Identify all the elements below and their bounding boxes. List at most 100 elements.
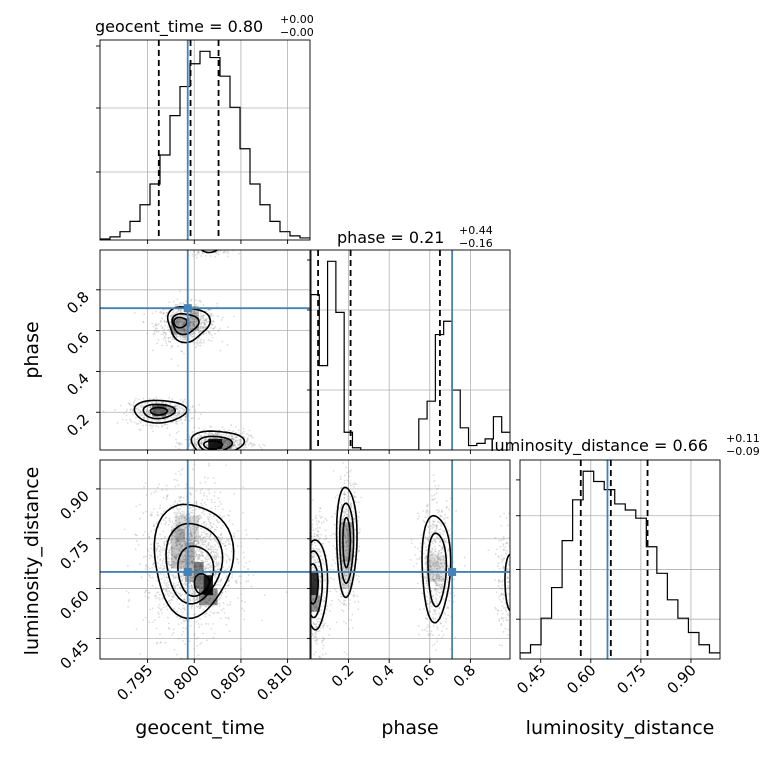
scatter-point bbox=[195, 598, 198, 601]
scatter-point bbox=[312, 598, 315, 601]
scatter-point bbox=[430, 553, 432, 556]
scatter-point bbox=[183, 599, 186, 602]
scatter-point bbox=[229, 441, 232, 444]
scatter-point bbox=[177, 323, 179, 326]
scatter-point bbox=[151, 402, 154, 404]
scatter-point bbox=[307, 584, 309, 586]
scatter-point bbox=[314, 517, 317, 519]
scatter-point bbox=[431, 568, 433, 570]
scatter-point bbox=[195, 554, 198, 557]
scatter-point bbox=[177, 413, 179, 415]
scatter-point bbox=[188, 620, 191, 623]
scatter-point bbox=[343, 510, 346, 513]
scatter-point bbox=[163, 331, 166, 334]
scatter-point bbox=[347, 535, 350, 538]
scatter-point bbox=[203, 321, 206, 324]
scatter-point bbox=[238, 439, 241, 442]
scatter-point bbox=[440, 630, 443, 633]
scatter-point bbox=[323, 563, 326, 566]
scatter-point bbox=[227, 514, 230, 517]
scatter-point bbox=[191, 560, 194, 563]
scatter-point bbox=[188, 563, 191, 566]
scatter-point bbox=[188, 442, 191, 445]
scatter-point bbox=[172, 409, 175, 412]
scatter-point bbox=[212, 321, 215, 323]
scatter-point bbox=[233, 315, 235, 318]
scatter-point bbox=[177, 321, 180, 324]
scatter-point bbox=[339, 506, 342, 509]
scatter-point bbox=[173, 553, 176, 556]
scatter-point bbox=[202, 554, 205, 557]
scatter-point bbox=[177, 484, 180, 486]
scatter-point bbox=[179, 290, 182, 292]
scatter-point bbox=[142, 416, 145, 419]
scatter-point bbox=[184, 328, 187, 331]
scatter-point bbox=[337, 598, 340, 601]
scatter-point bbox=[199, 544, 202, 547]
scatter-point bbox=[232, 440, 235, 442]
scatter-point bbox=[430, 551, 433, 554]
scatter-point bbox=[159, 564, 162, 567]
scatter-point bbox=[220, 532, 223, 535]
scatter-point bbox=[198, 626, 201, 628]
scatter-point bbox=[225, 623, 228, 626]
scatter-point bbox=[175, 441, 178, 444]
scatter-point bbox=[182, 409, 185, 412]
scatter-point bbox=[161, 344, 163, 347]
scatter-point bbox=[195, 443, 198, 446]
contour-phase-vs-time bbox=[133, 399, 188, 424]
panel-frame-s20 bbox=[99, 459, 311, 660]
scatter-point bbox=[188, 532, 191, 535]
scatter-point bbox=[197, 536, 200, 538]
scatter-point bbox=[348, 514, 351, 517]
scatter-point bbox=[180, 413, 183, 416]
scatter-point bbox=[178, 443, 181, 445]
scatter-point bbox=[234, 426, 237, 428]
scatter-point bbox=[173, 648, 176, 651]
scatter-point bbox=[165, 540, 168, 543]
scatter-point bbox=[212, 555, 214, 558]
scatter-point bbox=[201, 551, 204, 554]
scatter-point bbox=[342, 566, 345, 569]
scatter-point bbox=[313, 606, 316, 609]
scatter-point bbox=[176, 303, 179, 306]
scatter-point bbox=[262, 443, 264, 446]
scatter-point bbox=[167, 557, 170, 559]
scatter-point bbox=[434, 541, 437, 544]
scatter-point bbox=[177, 323, 180, 326]
scatter-point bbox=[159, 609, 162, 612]
scatter-point bbox=[223, 429, 226, 431]
scatter-point bbox=[319, 551, 322, 554]
scatter-point bbox=[204, 319, 207, 322]
scatter-point bbox=[164, 339, 167, 342]
scatter-point bbox=[176, 523, 179, 526]
scatter-point bbox=[235, 579, 238, 582]
scatter-point bbox=[207, 547, 210, 550]
scatter-point bbox=[155, 549, 158, 551]
scatter-point bbox=[228, 630, 231, 633]
scatter-point bbox=[204, 556, 206, 559]
scatter-point bbox=[190, 298, 193, 301]
scatter-point bbox=[348, 618, 350, 621]
scatter-point bbox=[125, 410, 128, 413]
scatter-point bbox=[183, 544, 186, 547]
scatter-point bbox=[233, 442, 236, 444]
scatter-point bbox=[344, 521, 347, 523]
scatter-point bbox=[153, 419, 156, 421]
scatter-point bbox=[207, 464, 210, 467]
scatter-point bbox=[172, 565, 175, 568]
scatter-point bbox=[184, 560, 187, 563]
scatter-point bbox=[166, 590, 169, 593]
scatter-point bbox=[246, 439, 249, 442]
scatter-point bbox=[196, 251, 199, 253]
scatter-point bbox=[329, 628, 331, 630]
scatter-point bbox=[201, 596, 204, 599]
scatter-point bbox=[176, 423, 179, 425]
scatter-point bbox=[183, 511, 186, 513]
scatter-point bbox=[184, 419, 186, 421]
scatter-point bbox=[213, 588, 215, 590]
scatter-point bbox=[167, 593, 169, 596]
scatter-point bbox=[209, 533, 212, 536]
scatter-point bbox=[191, 562, 194, 565]
scatter-point bbox=[193, 441, 196, 443]
